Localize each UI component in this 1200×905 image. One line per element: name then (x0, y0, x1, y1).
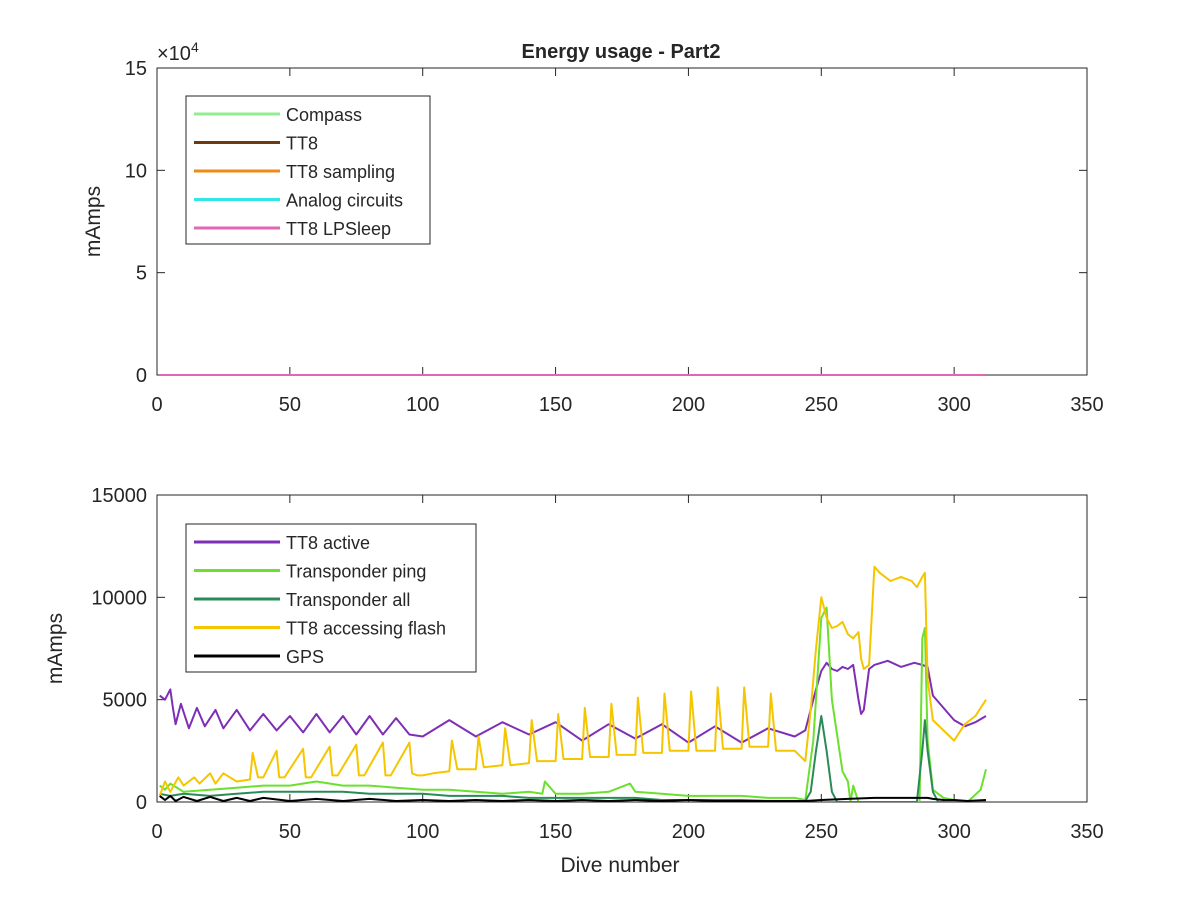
y-exponent-power: 4 (191, 39, 199, 55)
y-tick-label: 10 (125, 160, 147, 182)
x-tick-label: 150 (539, 394, 572, 416)
x-tick-label: 300 (937, 394, 970, 416)
x-tick-label: 250 (805, 821, 838, 843)
legend-label: Transponder ping (286, 562, 426, 582)
legend-label: Transponder all (286, 590, 410, 610)
y-tick-label: 0 (136, 792, 147, 814)
legend-label: TT8 (286, 134, 318, 154)
series-group (158, 565, 987, 802)
x-tick-label: 0 (151, 821, 162, 843)
x-tick-label: 200 (672, 394, 705, 416)
x-tick-label: 350 (1070, 394, 1103, 416)
x-axis-label: Dive number (560, 854, 679, 877)
x-tick-label: 250 (805, 394, 838, 416)
legend-label: TT8 LPSleep (286, 219, 391, 239)
y-tick-label: 15000 (91, 485, 147, 507)
x-tick-label: 0 (151, 394, 162, 416)
legend-label: TT8 active (286, 533, 370, 553)
y-axis-label: mAmps (82, 186, 105, 257)
y-tick-label: 0 (136, 365, 147, 387)
series-line-gps (159, 794, 987, 802)
legend-label: GPS (286, 647, 324, 667)
x-tick-label: 100 (406, 821, 439, 843)
bottom-axes: 0 50 100 150 200 250 300 350 0 5000 10000 15000 mAmp… (44, 485, 1104, 877)
series-line-tt8-active (159, 659, 987, 744)
y-axis-label: mAmps (44, 613, 67, 684)
legend-label: Compass (286, 105, 362, 125)
y-exponent-label: ×104 (157, 39, 199, 65)
x-tick-label: 50 (279, 394, 301, 416)
x-tick-label: 150 (539, 821, 572, 843)
x-tick-label: 200 (672, 821, 705, 843)
y-tick-label: 10000 (91, 587, 147, 609)
y-tick-label: 5 (136, 263, 147, 285)
x-tick-label: 100 (406, 394, 439, 416)
y-tick-label: 15 (125, 58, 147, 80)
legend-box (185, 95, 431, 245)
legend-label: TT8 sampling (286, 162, 395, 182)
top-axes: 0 50 100 150 200 250 300 350 0 5 10 15 ×104 mAmps Comp… (82, 39, 1104, 416)
y-tick-label: 5000 (103, 690, 148, 712)
legend-label: Analog circuits (286, 191, 403, 211)
x-tick-label: 350 (1070, 821, 1103, 843)
series-line-tt8-accessing-flash (158, 565, 987, 797)
x-tick-label: 300 (937, 821, 970, 843)
figure-title: Energy usage - Part2 (522, 41, 721, 63)
series-line-transponder-ping (159, 606, 987, 802)
x-tick-label: 50 (279, 821, 301, 843)
legend-label: TT8 accessing flash (286, 619, 446, 639)
